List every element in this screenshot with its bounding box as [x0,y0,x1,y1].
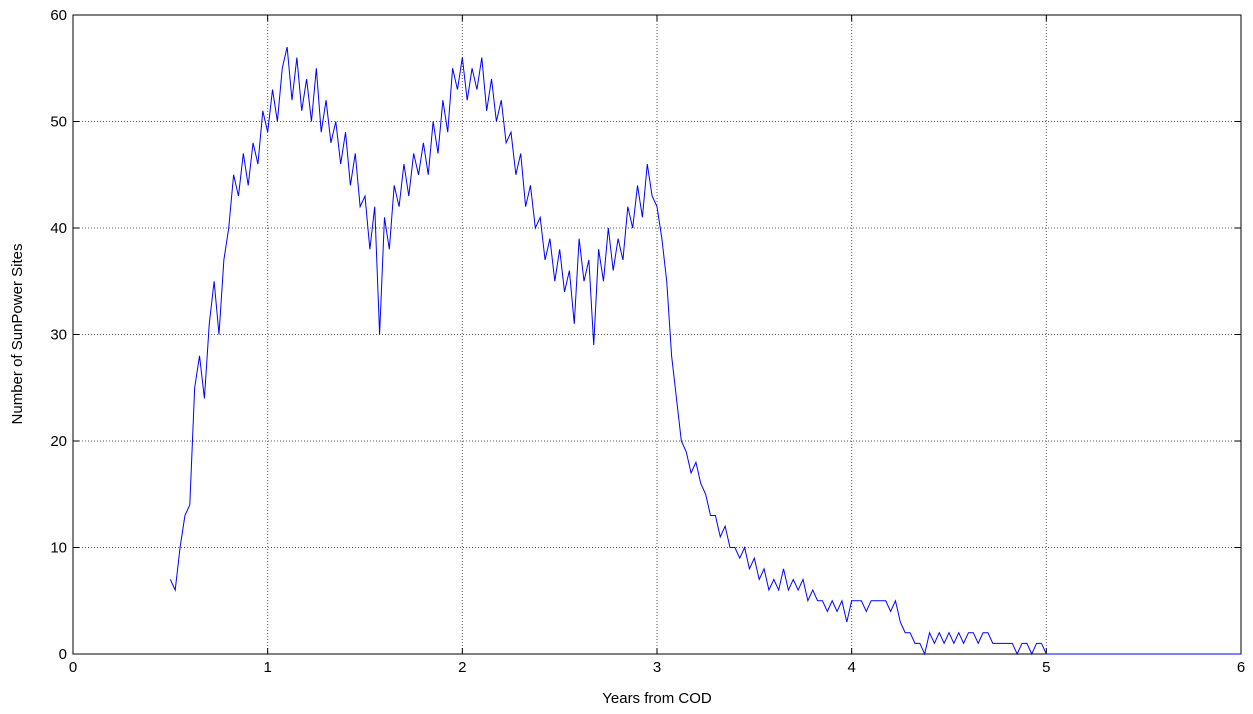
y-tick-label: 20 [50,433,67,450]
y-tick-label: 60 [50,7,67,24]
y-tick-label: 30 [50,327,67,344]
y-tick-label: 0 [59,646,67,663]
x-tick-label: 2 [458,659,466,676]
x-tick-label: 5 [1042,659,1050,676]
x-tick-label: 1 [263,659,271,676]
y-tick-label: 40 [50,220,67,237]
x-tick-label: 0 [69,659,77,676]
y-tick-label: 50 [50,114,67,131]
x-axis-label: Years from COD [602,690,712,707]
data-line [169,46,1241,656]
x-tick-label: 3 [653,659,661,676]
x-tick-label: 4 [847,659,855,676]
y-axis-label: Number of SunPower Sites [9,244,26,425]
y-tick-label: 10 [50,540,67,557]
plot-frame [72,14,1242,655]
x-tick-label: 6 [1237,659,1245,676]
